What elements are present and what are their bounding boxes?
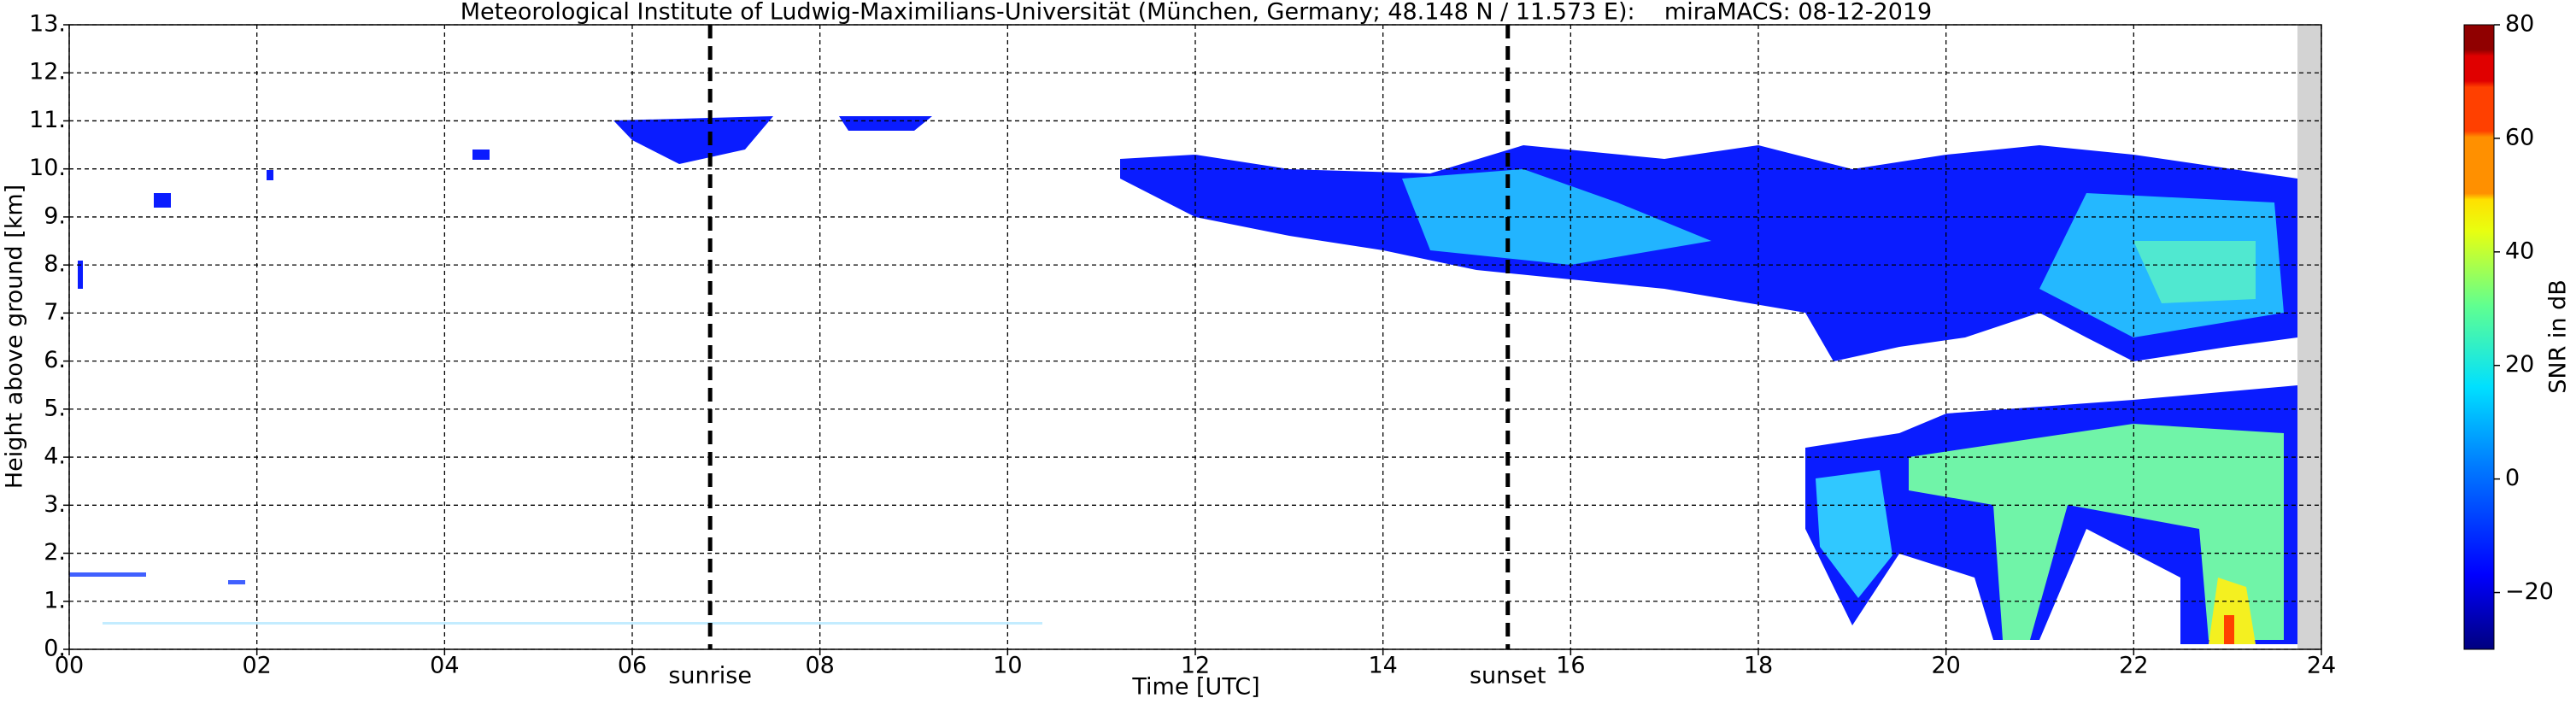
x-tick-label: 20 bbox=[1931, 653, 1960, 679]
colorbar-label: SNR in dB bbox=[2545, 279, 2572, 394]
echo bbox=[69, 572, 146, 577]
y-tick-label: 0. bbox=[44, 636, 66, 662]
y-tick-label: 11. bbox=[29, 107, 66, 133]
y-tick-label: 4. bbox=[44, 443, 66, 470]
echo bbox=[154, 193, 171, 208]
annotation-label: sunrise bbox=[668, 663, 752, 689]
y-tick-label: 5. bbox=[44, 395, 66, 421]
colorbar-tick-label: 20 bbox=[2505, 351, 2534, 378]
x-tick-label: 12 bbox=[1181, 653, 1210, 679]
x-tick-label: 22 bbox=[2119, 653, 2148, 679]
echo bbox=[1909, 424, 2284, 640]
y-tick-label: 3. bbox=[44, 491, 66, 518]
x-axis-label: Time [UTC] bbox=[1131, 674, 1259, 701]
echo bbox=[2133, 241, 2256, 303]
colorbar-tick-label: −20 bbox=[2505, 578, 2554, 605]
colorbar-tick-label: 60 bbox=[2505, 124, 2534, 150]
x-tick-label: 24 bbox=[2307, 653, 2336, 679]
echo bbox=[78, 261, 83, 289]
colorbar-tick-label: 80 bbox=[2505, 11, 2534, 38]
x-tick-label: 06 bbox=[618, 653, 647, 679]
colorbar bbox=[2463, 24, 2495, 650]
echo bbox=[2209, 578, 2256, 644]
x-tick-label: 08 bbox=[805, 653, 834, 679]
y-tick-label: 7. bbox=[44, 299, 66, 326]
echo bbox=[103, 622, 1042, 625]
annotation-label: sunset bbox=[1470, 663, 1546, 689]
echo bbox=[267, 170, 273, 180]
y-tick-label: 2. bbox=[44, 539, 66, 566]
echo bbox=[2224, 615, 2234, 644]
x-tick-label: 16 bbox=[1556, 653, 1585, 679]
radar-echoes bbox=[69, 116, 2297, 644]
y-tick-label: 1. bbox=[44, 587, 66, 613]
y-tick-label: 9. bbox=[44, 202, 66, 229]
colorbar-tick-label: 0 bbox=[2505, 465, 2520, 491]
plot-frame bbox=[68, 24, 2322, 650]
x-tick-label: 18 bbox=[1744, 653, 1773, 679]
y-tick-label: 13. bbox=[29, 11, 66, 38]
colorbar-tick-label: 40 bbox=[2505, 238, 2534, 264]
echo bbox=[228, 580, 245, 584]
x-tick-label: 04 bbox=[430, 653, 459, 679]
echo bbox=[472, 150, 490, 160]
y-tick-label: 8. bbox=[44, 251, 66, 278]
y-tick-label: 12. bbox=[29, 59, 66, 85]
x-tick-label: 00 bbox=[55, 653, 84, 679]
x-tick-label: 02 bbox=[242, 653, 271, 679]
x-tick-label: 10 bbox=[993, 653, 1022, 679]
echo bbox=[839, 116, 932, 131]
x-tick-label: 14 bbox=[1368, 653, 1397, 679]
no-data-band bbox=[2297, 25, 2321, 649]
y-axis-label: Height above ground [km] bbox=[2, 185, 28, 489]
echo bbox=[1816, 470, 1892, 598]
echo bbox=[613, 116, 773, 164]
y-tick-label: 6. bbox=[44, 347, 66, 373]
chart-title: Meteorological Institute of Ludwig-Maxim… bbox=[461, 0, 1933, 26]
y-tick-label: 10. bbox=[29, 155, 66, 181]
